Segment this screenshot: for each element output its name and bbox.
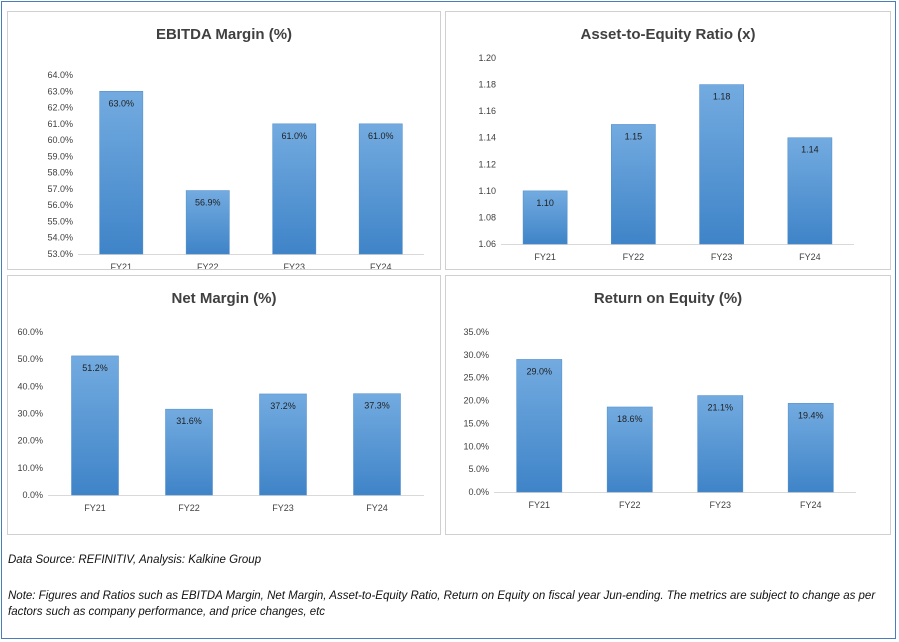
- y-tick-label: 58.0%: [47, 168, 73, 178]
- data-label-fy24: 37.3%: [364, 401, 390, 411]
- chart-panel-return-on-equity: Return on Equity (%) 0.0% 5.0% 10.0% 15.0% 20…: [445, 275, 891, 535]
- data-label-fy23: 37.2%: [270, 401, 296, 411]
- data-label-fy23: 21.1%: [707, 403, 733, 413]
- x-tick-label-fy21: FY21: [110, 262, 132, 269]
- bar-fy22: [165, 408, 213, 496]
- bar-fy23: [272, 123, 317, 255]
- y-tick-label: 1.06: [478, 239, 496, 249]
- chart-net-margin: Net Margin (%) 0.0% 10.0% 20.0% 30.0% 40.0% 50…: [17, 290, 424, 513]
- bar-fy21: [522, 190, 568, 245]
- data-label-fy21: 63.0%: [108, 98, 134, 108]
- y-tick-label: 60.0%: [47, 135, 73, 145]
- bar-fy24: [353, 393, 401, 496]
- disclaimer-note: Note: Figures and Ratios such as EBITDA …: [8, 590, 876, 618]
- y-tick-label: 10.0%: [463, 441, 489, 451]
- data-label-fy21: 1.10: [536, 198, 554, 208]
- x-tick-label-fy23: FY23: [283, 262, 305, 269]
- data-label-fy22: 18.6%: [617, 414, 643, 424]
- y-tick-label: 30.0%: [17, 409, 43, 419]
- bar-fy22: [611, 124, 656, 245]
- y-tick-label: 1.16: [478, 106, 496, 116]
- bar-fy23: [259, 393, 307, 496]
- bar-fy24: [787, 137, 833, 245]
- bar-fy21: [71, 355, 119, 496]
- y-tick-label: 0.0%: [468, 487, 489, 497]
- x-tick-label-fy23: FY23: [272, 503, 294, 513]
- bar-fy23: [697, 395, 744, 493]
- y-tick-label: 59.0%: [47, 151, 73, 161]
- data-label-fy23: 61.0%: [281, 131, 307, 141]
- y-tick-label: 1.18: [478, 80, 496, 90]
- data-label-fy21: 29.0%: [526, 366, 552, 376]
- y-tick-label: 62.0%: [47, 103, 73, 113]
- y-tick-label: 20.0%: [17, 436, 43, 446]
- y-tick-label: 5.0%: [468, 464, 489, 474]
- chart-return-on-equity: Return on Equity (%) 0.0% 5.0% 10.0% 15.0% 20…: [463, 290, 856, 510]
- x-tick-label-fy24: FY24: [366, 503, 388, 513]
- y-tick-label: 1.08: [478, 212, 496, 222]
- y-tick-label: 50.0%: [17, 354, 43, 364]
- y-tick-label: 1.14: [478, 133, 496, 143]
- y-tick-label: 10.0%: [17, 463, 43, 473]
- y-tick-label: 55.0%: [47, 216, 73, 226]
- chart-title: Net Margin (%): [172, 290, 277, 307]
- bar-fy24: [358, 123, 403, 255]
- data-label-fy22: 1.15: [625, 131, 643, 141]
- y-tick-label: 1.20: [478, 53, 496, 63]
- x-tick-label-fy23: FY23: [709, 500, 731, 510]
- bar-fy22: [606, 406, 653, 493]
- y-tick-label: 61.0%: [47, 119, 73, 129]
- x-tick-label-fy22: FY22: [623, 252, 645, 262]
- x-tick-label-fy23: FY23: [711, 252, 733, 262]
- y-tick-label: 63.0%: [47, 86, 73, 96]
- data-label-fy22: 31.6%: [176, 416, 202, 426]
- y-tick-label: 15.0%: [463, 418, 489, 428]
- chart-panel-net-margin: Net Margin (%) 0.0% 10.0% 20.0% 30.0% 40.0% 50…: [7, 275, 441, 535]
- y-tick-label: 35.0%: [463, 327, 489, 337]
- x-tick-label-fy21: FY21: [528, 500, 550, 510]
- y-tick-label: 53.0%: [47, 249, 73, 259]
- chart-title: Return on Equity (%): [594, 290, 742, 307]
- bar-fy23: [699, 84, 744, 245]
- bar-fy22: [185, 190, 230, 255]
- x-tick-label-fy21: FY21: [534, 252, 556, 262]
- x-tick-label-fy24: FY24: [370, 262, 392, 269]
- data-label-fy24: 61.0%: [368, 131, 394, 141]
- chart-ebitda-margin: EBITDA Margin (%) 53.0% 54.0% 55.0% 56.0% 57.…: [47, 26, 424, 269]
- y-tick-label: 30.0%: [463, 350, 489, 360]
- y-tick-label: 64.0%: [47, 70, 73, 80]
- data-label-fy22: 56.9%: [195, 198, 221, 208]
- x-tick-label-fy24: FY24: [800, 500, 822, 510]
- chart-title: EBITDA Margin (%): [156, 26, 292, 43]
- x-tick-label-fy22: FY22: [178, 503, 200, 513]
- data-label-fy24: 1.14: [801, 145, 819, 155]
- data-source-note: Data Source: REFINITIV, Analysis: Kalkin…: [8, 554, 262, 566]
- chart-title: Asset-to-Equity Ratio (x): [580, 26, 755, 43]
- x-tick-label-fy24: FY24: [799, 252, 821, 262]
- y-tick-label: 25.0%: [463, 373, 489, 383]
- x-tick-label-fy22: FY22: [619, 500, 641, 510]
- y-tick-label: 1.12: [478, 159, 496, 169]
- y-tick-label: 57.0%: [47, 184, 73, 194]
- data-label-fy23: 1.18: [713, 92, 731, 102]
- bar-fy21: [516, 359, 563, 493]
- y-tick-label: 1.10: [478, 186, 496, 196]
- chart-asset-to-equity: Asset-to-Equity Ratio (x) 1.06 1.08 1.10 1.1…: [478, 26, 854, 262]
- x-tick-label-fy22: FY22: [197, 262, 219, 269]
- y-tick-label: 40.0%: [17, 381, 43, 391]
- y-tick-label: 20.0%: [463, 396, 489, 406]
- y-tick-label: 0.0%: [22, 490, 43, 500]
- y-tick-label: 60.0%: [17, 327, 43, 337]
- x-tick-label-fy21: FY21: [84, 503, 106, 513]
- bar-fy24: [787, 403, 834, 493]
- chart-panel-asset-to-equity: Asset-to-Equity Ratio (x) 1.06 1.08 1.10 1.1…: [445, 11, 891, 270]
- data-label-fy21: 51.2%: [82, 363, 108, 373]
- chart-panel-ebitda-margin: EBITDA Margin (%) 53.0% 54.0% 55.0% 56.0% 57.…: [7, 11, 441, 270]
- y-tick-label: 54.0%: [47, 233, 73, 243]
- data-label-fy24: 19.4%: [798, 410, 824, 420]
- y-tick-label: 56.0%: [47, 200, 73, 210]
- bar-fy21: [99, 91, 144, 255]
